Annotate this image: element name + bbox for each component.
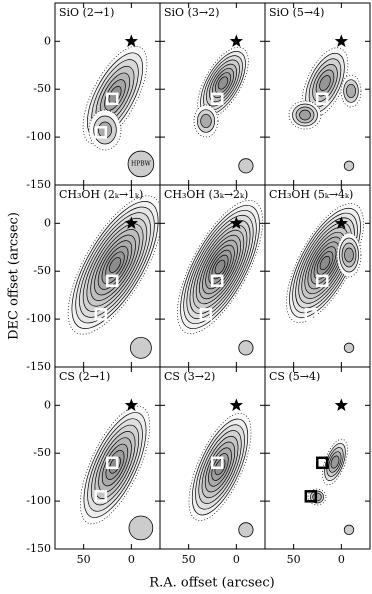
source-marker [94, 308, 108, 321]
star [334, 216, 349, 229]
beam [343, 342, 355, 354]
y-tick-label: -150 [26, 360, 51, 373]
panel: 50 0 CS (5→4) [264, 366, 371, 566]
y-tick-label: 0 [44, 216, 51, 229]
source-marker [316, 274, 329, 288]
source-marker [304, 490, 318, 503]
beam [127, 150, 155, 178]
x-tick-label: 50 [287, 553, 301, 566]
panel-title: CS (3→2) [164, 370, 215, 383]
star [334, 34, 349, 47]
contour [319, 255, 331, 271]
y-tick-label: -100 [26, 494, 51, 507]
contour [200, 113, 212, 129]
panel: CH₃OH (5ₖ→4ₖ) [264, 184, 371, 368]
y-tick-label: -100 [26, 312, 51, 325]
source-marker [94, 490, 108, 503]
y-tick-label: -50 [33, 446, 51, 459]
x-axis-label: R.A. offset (arcsec) [149, 576, 274, 591]
star [124, 34, 139, 47]
panel: 0 -50 -100 -150 CH₃OH (2ₖ→1ₖ) [26, 184, 161, 373]
star [229, 398, 244, 411]
source-marker [199, 308, 213, 321]
x-tick-label: 0 [233, 553, 240, 566]
star [124, 216, 139, 229]
panel-title: SiO (3→2) [164, 6, 219, 19]
contour [344, 247, 354, 263]
contours [79, 405, 151, 525]
panel: 0 -50 -100 -150 SiO (2→1) HPBW [26, 2, 161, 191]
source-marker [211, 92, 224, 106]
beam [343, 160, 355, 172]
x-tick-label: 0 [338, 553, 345, 566]
source-marker [304, 308, 318, 321]
panel-frame [264, 366, 371, 550]
beam [128, 515, 154, 541]
source-marker [94, 126, 108, 139]
y-tick-label: -150 [26, 178, 51, 191]
star [334, 398, 349, 411]
y-tick-label: 0 [44, 398, 51, 411]
source-marker [316, 92, 329, 106]
y-tick-label: -50 [33, 82, 51, 95]
beam [238, 340, 254, 356]
panel: 50 0 0 -50 -100 -150 CS (2→1) [26, 366, 161, 566]
contours [307, 438, 348, 506]
panel-title: CH₃OH (5ₖ→4ₖ) [269, 188, 353, 201]
beam [238, 158, 254, 174]
star [229, 34, 244, 47]
x-tick-label: 0 [128, 553, 135, 566]
star [229, 216, 244, 229]
source-marker [211, 274, 224, 288]
source-marker [106, 92, 119, 106]
x-tick-label: 50 [182, 553, 196, 566]
beam [238, 522, 254, 538]
contours [67, 195, 160, 335]
star [124, 398, 139, 411]
contour [299, 109, 311, 121]
y-tick-label: -50 [33, 264, 51, 277]
panel: SiO (3→2) [159, 2, 266, 186]
panel-title: CH₃OH (2ₖ→1ₖ) [59, 188, 143, 201]
contour [214, 259, 226, 275]
panel-title: SiO (5→4) [269, 6, 324, 19]
source-marker [211, 456, 224, 470]
contour [330, 455, 340, 469]
beam-label: HPBW [131, 160, 152, 167]
contours [193, 46, 249, 138]
contour [109, 257, 121, 273]
beam [130, 336, 152, 359]
contour [319, 75, 331, 91]
contours [286, 203, 364, 323]
source-marker [316, 456, 329, 470]
contours [177, 200, 263, 334]
panel: CH₃OH (3ₖ→2ₖ) [159, 184, 266, 368]
panel: SiO (5→4) [264, 2, 371, 186]
beam [343, 524, 355, 536]
panel: 50 0 CS (3→2) [159, 366, 266, 566]
y-tick-label: -100 [26, 130, 51, 143]
source-marker [106, 456, 119, 470]
contours [288, 47, 362, 130]
y-tick-label: -150 [26, 542, 51, 555]
panel-title: CS (5→4) [269, 370, 320, 383]
y-axis-label: DEC offset (arcsec) [7, 212, 22, 340]
panel-title: SiO (2→1) [59, 6, 114, 19]
source-marker [106, 274, 119, 288]
x-tick-label: 50 [77, 553, 91, 566]
contour [345, 83, 357, 99]
y-tick-label: 0 [44, 34, 51, 47]
contour [217, 76, 229, 90]
panel-title: CH₃OH (3ₖ→2ₖ) [164, 188, 248, 201]
panel-title: CS (2→1) [59, 370, 110, 383]
